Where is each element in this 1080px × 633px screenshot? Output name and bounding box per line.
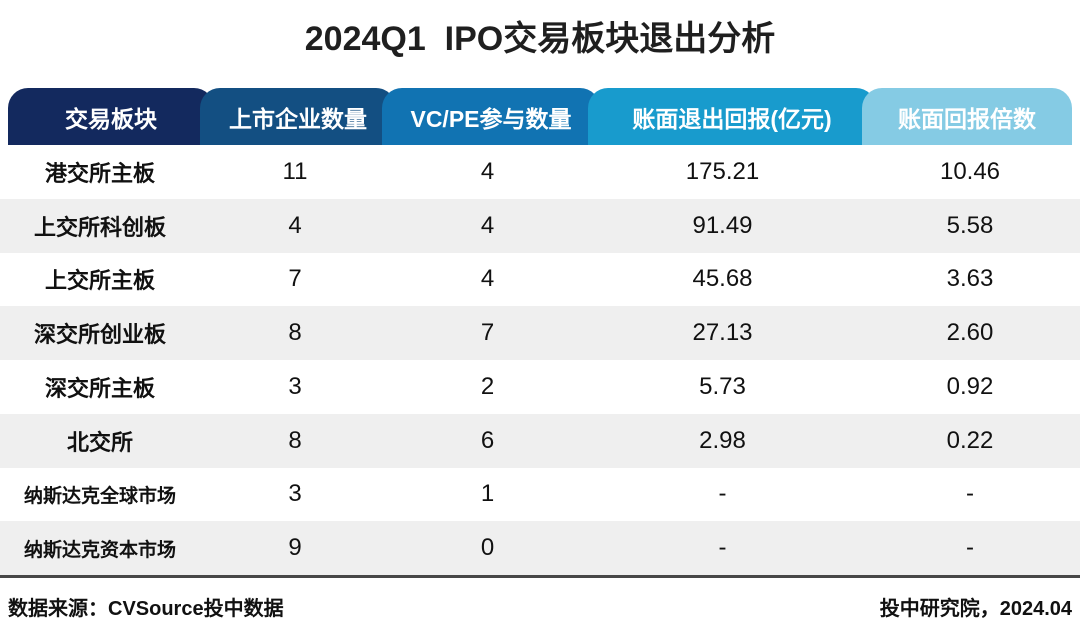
footer: 数据来源：CVSource投中数据 投中研究院，2024.04 bbox=[0, 578, 1080, 621]
listed-companies-value: 3 bbox=[288, 480, 302, 508]
board-name: 深交所主板 bbox=[44, 375, 155, 401]
book-return-multiple-value: 2.60 bbox=[946, 319, 994, 347]
book-return-multiple-value: - bbox=[966, 534, 974, 562]
table-row: 深交所主板 3 2 5.73 0.92 bbox=[0, 360, 1080, 414]
vcpe-participation-value: 6 bbox=[480, 426, 495, 454]
board-name: 纳斯达克全球市场 bbox=[23, 485, 176, 507]
data-source-text: 数据来源：CVSource投中数据 bbox=[8, 598, 284, 620]
book-return-multiple-value: 0.22 bbox=[946, 426, 994, 454]
column-header-listed-companies: 上市企业数量 bbox=[200, 88, 396, 145]
board-name: 深交所创业板 bbox=[33, 322, 166, 348]
credit-text: 投中研究院，2024.04 bbox=[879, 598, 1072, 620]
column-header-board: 交易板块 bbox=[8, 88, 214, 145]
listed-companies-value: 8 bbox=[288, 426, 302, 454]
vcpe-participation-value: 4 bbox=[480, 265, 495, 293]
listed-companies-value: 7 bbox=[288, 265, 302, 293]
table-row: 纳斯达克全球市场 3 1 - - bbox=[0, 467, 1080, 522]
vcpe-participation-value: 7 bbox=[480, 319, 495, 347]
column-header-label: 账面回报倍数 bbox=[898, 105, 1036, 132]
board-name: 北交所 bbox=[66, 429, 133, 455]
book-return-multiple-value: 10.46 bbox=[939, 157, 1001, 185]
table-row: 港交所主板 11 4 175.21 10.46 bbox=[0, 145, 1080, 199]
book-exit-return-value: 5.73 bbox=[699, 372, 746, 400]
footer-divider bbox=[0, 575, 1080, 578]
vcpe-participation-value: 4 bbox=[480, 211, 495, 239]
column-header-label: VC/PE参与数量 bbox=[410, 105, 572, 132]
board-name: 上交所主板 bbox=[44, 268, 155, 294]
table-row: 上交所主板 7 4 45.68 3.63 bbox=[0, 252, 1080, 307]
book-return-multiple-value: 5.58 bbox=[946, 211, 994, 239]
listed-companies-value: 9 bbox=[288, 534, 302, 562]
column-header-label: 交易板块 bbox=[65, 105, 157, 132]
board-name: 纳斯达克资本市场 bbox=[23, 539, 176, 561]
book-exit-return-value: 27.13 bbox=[692, 319, 753, 347]
table-body: 港交所主板 11 4 175.21 10.46 上交所科创板 4 4 91.49… bbox=[0, 145, 1080, 575]
page-title: 2024Q1 IPO交易板块退出分析 bbox=[304, 20, 776, 58]
column-header-vcpe-participation: VC/PE参与数量 bbox=[382, 88, 600, 145]
book-return-multiple-value: - bbox=[966, 480, 974, 508]
board-name: 港交所主板 bbox=[44, 160, 155, 186]
board-name: 上交所科创板 bbox=[33, 214, 166, 240]
listed-companies-value: 4 bbox=[288, 211, 302, 239]
listed-companies-value: 3 bbox=[288, 372, 302, 400]
column-header-book-exit-return: 账面退出回报(亿元) bbox=[588, 88, 876, 145]
book-exit-return-value: 2.98 bbox=[699, 426, 746, 454]
table-header: 交易板块 上市企业数量 VC/PE参与数量 账面退出回报(亿元) 账面回报倍数 bbox=[0, 88, 1080, 145]
book-exit-return-value: 175.21 bbox=[685, 157, 760, 185]
table-row: 上交所科创板 4 4 91.49 5.58 bbox=[0, 198, 1080, 253]
column-header-label: 上市企业数量 bbox=[229, 105, 367, 132]
book-exit-return-value: 45.68 bbox=[692, 265, 753, 293]
table-row: 纳斯达克资本市场 9 0 - - bbox=[0, 521, 1080, 575]
listed-companies-value: 8 bbox=[288, 319, 302, 347]
column-header-book-return-multiple: 账面回报倍数 bbox=[862, 88, 1072, 145]
listed-companies-value: 11 bbox=[282, 157, 308, 185]
vcpe-participation-value: 4 bbox=[480, 157, 495, 185]
vcpe-participation-value: 1 bbox=[480, 480, 495, 508]
table-row: 深交所创业板 8 7 27.13 2.60 bbox=[0, 306, 1080, 360]
vcpe-participation-value: 2 bbox=[480, 372, 495, 400]
column-header-label: 账面退出回报(亿元) bbox=[632, 105, 832, 132]
book-return-multiple-value: 0.92 bbox=[946, 372, 994, 400]
book-return-multiple-value: 3.63 bbox=[946, 265, 994, 293]
book-exit-return-value: - bbox=[718, 534, 727, 562]
vcpe-participation-value: 0 bbox=[480, 534, 495, 562]
table-row: 北交所 8 6 2.98 0.22 bbox=[0, 413, 1080, 468]
book-exit-return-value: - bbox=[718, 480, 727, 508]
book-exit-return-value: 91.49 bbox=[692, 211, 753, 239]
